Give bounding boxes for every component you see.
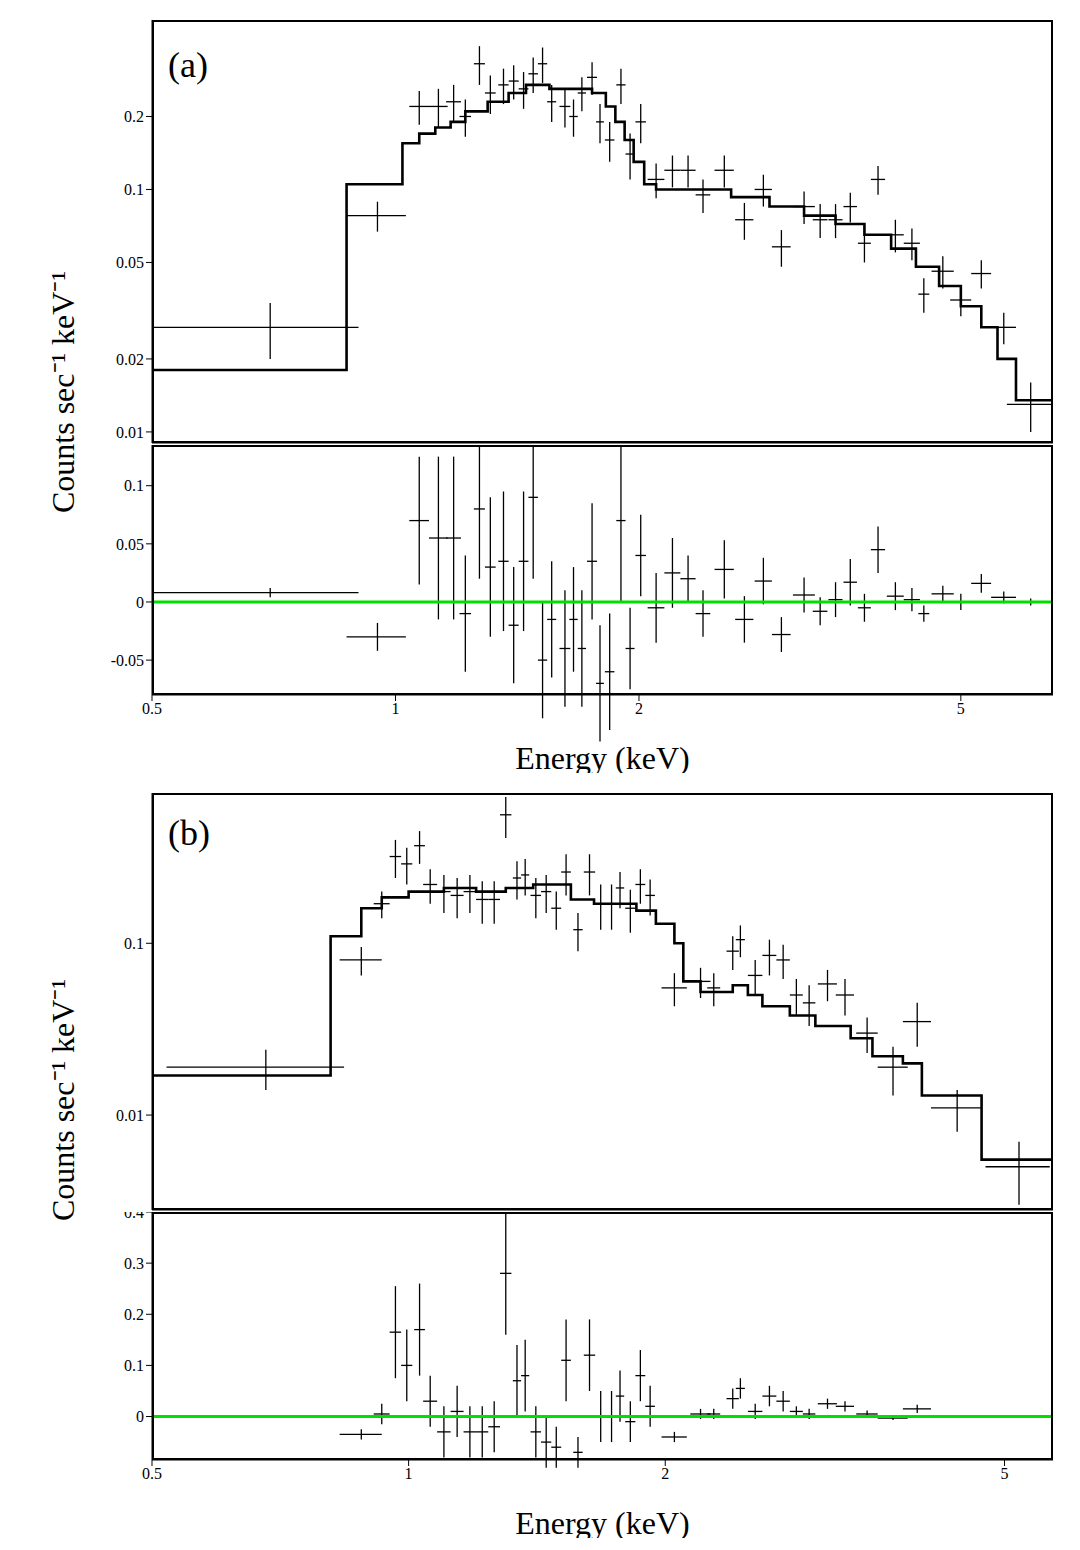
svg-text:0.01: 0.01 (116, 424, 144, 441)
svg-text:0.2: 0.2 (124, 1306, 144, 1323)
svg-text:0.1: 0.1 (124, 181, 144, 198)
svg-text:0.5: 0.5 (142, 700, 162, 717)
svg-text:Energy (keV): Energy (keV) (515, 740, 689, 773)
svg-text:5: 5 (957, 700, 965, 717)
svg-text:0.02: 0.02 (116, 351, 144, 368)
svg-text:0.1: 0.1 (124, 477, 144, 494)
svg-text:0.05: 0.05 (116, 536, 144, 553)
svg-text:0.01: 0.01 (116, 1107, 144, 1124)
svg-text:0.1: 0.1 (124, 1357, 144, 1374)
svg-text:0.5: 0.5 (142, 1465, 162, 1482)
svg-text:0: 0 (136, 594, 144, 611)
svg-text:0.3: 0.3 (124, 1255, 144, 1272)
svg-text:0.1: 0.1 (124, 935, 144, 952)
svg-text:Counts sec⁻¹ keV⁻¹: Counts sec⁻¹ keV⁻¹ (45, 271, 81, 513)
svg-text:2: 2 (635, 700, 643, 717)
svg-text:Energy (keV): Energy (keV) (515, 1505, 689, 1538)
svg-text:0.2: 0.2 (124, 108, 144, 125)
svg-text:0.05: 0.05 (116, 254, 144, 271)
svg-text:-0.05: -0.05 (111, 652, 144, 669)
html-text:(a): (a) (168, 45, 208, 85)
svg-text:1: 1 (391, 700, 399, 717)
svg-text:0: 0 (136, 1408, 144, 1425)
svg-text:5: 5 (1000, 1465, 1008, 1482)
svg-text:1: 1 (405, 1465, 413, 1482)
html-text:(b): (b) (168, 813, 210, 853)
svg-text:0.4: 0.4 (124, 1212, 144, 1221)
svg-text:Counts sec⁻¹ keV⁻¹: Counts sec⁻¹ keV⁻¹ (45, 979, 81, 1221)
svg-text:2: 2 (661, 1465, 669, 1482)
